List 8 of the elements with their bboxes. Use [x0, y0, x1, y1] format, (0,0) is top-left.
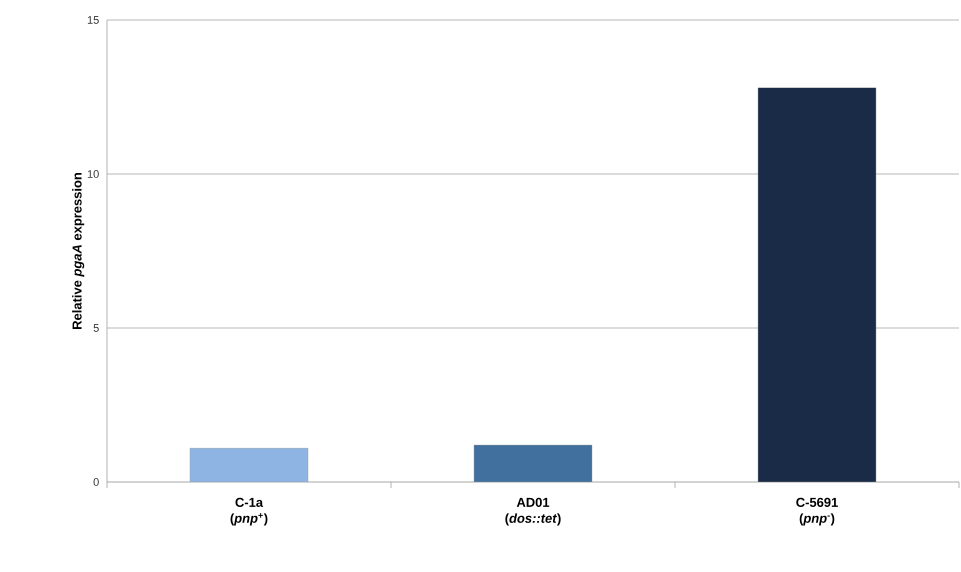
y-tick-label: 0 — [94, 478, 99, 486]
y-axis-title: Relative pgaA expression — [72, 172, 84, 329]
y-tick-label: 15 — [88, 16, 99, 24]
y-tick-label: 10 — [88, 170, 99, 178]
y-tick-label: 5 — [94, 324, 99, 332]
x-tick-label: C-1a (pnp$^{+}$) — [230, 498, 268, 526]
x-tick-label: C-5691 (pnp$^{-}$) — [796, 498, 838, 526]
x-tick-label: AD01 (dos::tet) — [505, 498, 561, 526]
